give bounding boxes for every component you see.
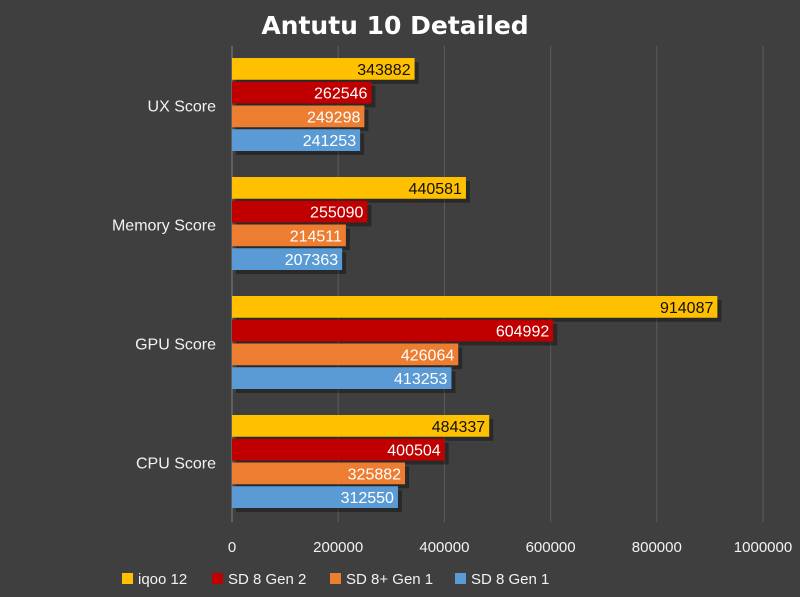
bar-sd-8-gen-1 (232, 486, 398, 508)
bar-value-label: 400504 (387, 443, 440, 460)
bar-sd-8-gen-2 (232, 438, 445, 461)
bar-sd-8-gen-1 (232, 224, 346, 247)
legend-item-sd-8-gen-2: SD 8 Gen 2 (212, 571, 306, 588)
bar-iqoo-12 (232, 296, 718, 318)
bar-iqoo-12-cpu-score: 484337 (232, 415, 494, 441)
bar-value-label: 484337 (432, 419, 485, 436)
x-tick-label: 0 (228, 539, 236, 556)
legend-label: SD 8 Gen 2 (228, 571, 306, 588)
bar-sd-8-gen-1-cpu-score: 312550 (232, 486, 402, 512)
bar-iqoo-12-gpu-score: 914087 (232, 296, 722, 322)
bar-sd-8-gen-2 (232, 319, 554, 342)
bar-value-label: 440581 (409, 181, 462, 198)
bar-value-label: 241253 (303, 133, 356, 150)
legend-item-sd-8-gen-1: SD 8 Gen 1 (455, 571, 549, 588)
legend-label: SD 8+ Gen 1 (346, 571, 433, 588)
x-tick-label: 600000 (526, 539, 576, 556)
bar-sd-8-gen-1-gpu-score: 413253 (232, 367, 456, 393)
bar-value-label: 207363 (285, 252, 338, 269)
bar-iqoo-12 (232, 415, 490, 437)
legend-item-iqoo-12: iqoo 12 (122, 571, 187, 588)
legend-label: SD 8 Gen 1 (471, 571, 549, 588)
bar-sd-8-gen-1 (232, 105, 365, 128)
bar-sd-8-gen-2-memory-score: 255090 (232, 200, 372, 227)
bar-sd-8-gen-1 (232, 343, 459, 366)
bar-value-label: 343882 (357, 62, 410, 79)
bar-sd-8-gen-1 (232, 248, 343, 270)
category-labels: UX Score Memory Score GPU Score CPU Score (112, 99, 216, 473)
bar-sd-8-gen-1-ux-score: 241253 (232, 129, 365, 155)
bar-iqoo-12 (232, 58, 415, 80)
bar-value-label: 413253 (394, 371, 447, 388)
bar-value-label: 914087 (660, 300, 713, 317)
bar-value-label: 312550 (341, 490, 394, 507)
bar-sd-8-gen-1-cpu-score: 325882 (232, 462, 410, 489)
bar-sd-8-gen-1 (232, 367, 452, 389)
bar-sd-8-gen-2 (232, 200, 368, 223)
bar-sd-8-gen-2-ux-score: 262546 (232, 81, 376, 108)
category-label-cpu-score: CPU Score (136, 456, 216, 473)
x-tick-label: 200000 (313, 539, 363, 556)
x-tick-label: 1000000 (734, 539, 792, 556)
bar-sd-8-gen-1 (232, 129, 361, 151)
bar-value-label: 249298 (307, 109, 360, 126)
bar-sd-8-gen-2-cpu-score: 400504 (232, 438, 449, 465)
bar-sd-8-gen-1-memory-score: 207363 (232, 248, 347, 274)
legend-swatch (122, 573, 133, 584)
bars-group: 343882 262546 249298 241253 440581 255090 2145… (232, 58, 722, 512)
category-label-memory-score: Memory Score (112, 218, 216, 235)
bar-sd-8-gen-2 (232, 81, 372, 104)
bar-sd-8-gen-2-gpu-score: 604992 (232, 319, 558, 346)
chart-title: Antutu 10 Detailed (261, 11, 528, 40)
legend: iqoo 12 SD 8 Gen 2 SD 8+ Gen 1 SD 8 Gen 1 (122, 571, 549, 588)
bar-sd-8-gen-1 (232, 462, 406, 485)
bar-iqoo-12-ux-score: 343882 (232, 58, 419, 84)
x-tick-labels: 0 200000 400000 600000 800000 1000000 (228, 539, 792, 556)
legend-item-sd-8-gen-1: SD 8+ Gen 1 (330, 571, 433, 588)
category-label-gpu-score: GPU Score (135, 337, 216, 354)
bar-iqoo-12-memory-score: 440581 (232, 177, 470, 203)
bar-sd-8-gen-1-memory-score: 214511 (232, 224, 350, 251)
category-label-ux-score: UX Score (148, 99, 217, 116)
bar-value-label: 214511 (290, 228, 342, 245)
bar-value-label: 325882 (348, 466, 401, 483)
x-tick-label: 800000 (632, 539, 682, 556)
bar-value-label: 604992 (496, 324, 549, 341)
bar-sd-8-gen-1-ux-score: 249298 (232, 105, 369, 132)
legend-swatch (330, 573, 341, 584)
legend-label: iqoo 12 (138, 571, 187, 588)
bar-iqoo-12 (232, 177, 466, 199)
bar-value-label: 262546 (314, 86, 367, 103)
legend-swatch (455, 573, 466, 584)
bar-sd-8-gen-1-gpu-score: 426064 (232, 343, 463, 370)
bar-value-label: 255090 (310, 205, 363, 222)
legend-swatch (212, 573, 223, 584)
x-tick-label: 400000 (419, 539, 469, 556)
bar-value-label: 426064 (401, 347, 454, 364)
